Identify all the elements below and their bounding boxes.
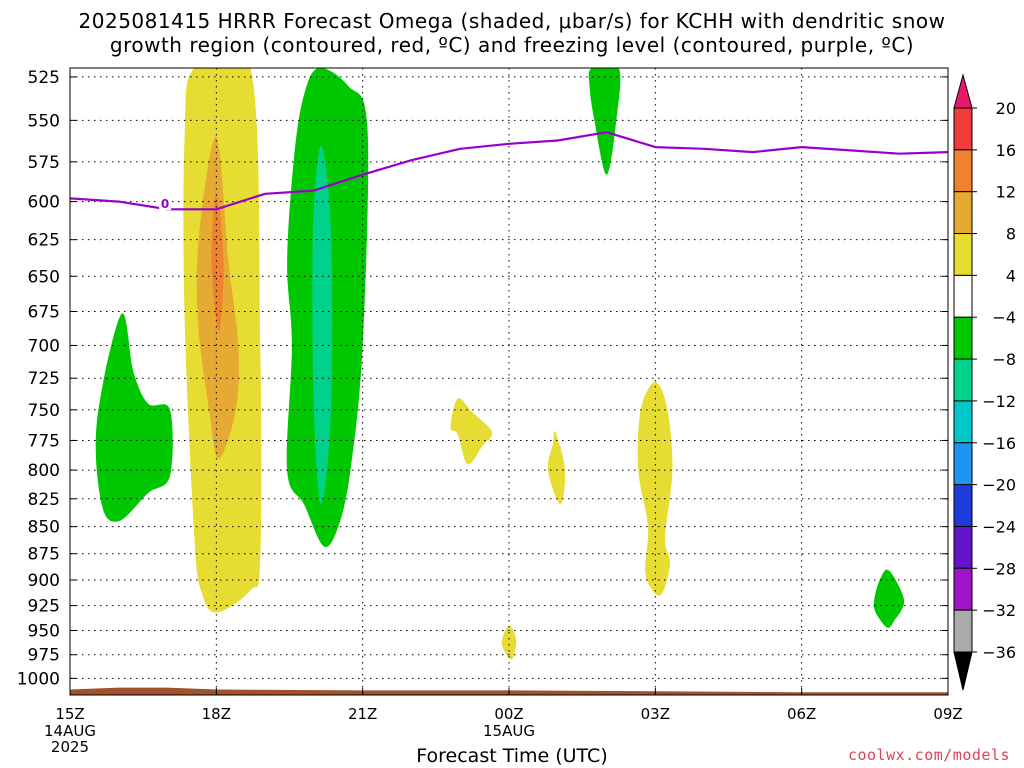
freezing-level-label: 0 [161,197,169,211]
x-tick-label-09Z: 09Z [933,705,962,723]
omega-region-2 [211,193,224,332]
colorbar-label-1: 16 [996,141,1016,160]
colorbar-label-5: −4 [992,308,1016,327]
colorbar-segment-11 [953,525,973,569]
y-tick-label-675: 675 [28,302,60,322]
colorbar-segment-1 [953,107,973,151]
y-tick-label-875: 875 [28,545,60,565]
omega-region-6 [588,68,621,175]
colorbar-label-2: 12 [996,183,1016,202]
omega-region-4 [312,145,333,505]
colorbar-segment-8 [953,400,973,444]
grid-layer [70,68,948,695]
x-tick-label-21Z: 21Z [348,705,377,723]
colorbar-top-arrow [953,73,973,109]
x-tick-sublabel-15AUG: 15AUG [483,722,535,740]
y-tick-label-775: 775 [28,431,60,451]
y-tick-label-700: 700 [28,336,60,356]
omega-region-8 [450,398,493,465]
colorbar-label-6: −8 [992,350,1016,369]
x-axis-label: Forecast Time (UTC) [416,745,608,767]
contour-layer: 0 [70,131,948,211]
colorbar-segment-12 [953,567,973,611]
title-line-1: 2025081415 HRRR Forecast Omega (shaded, … [78,9,946,33]
y-tick-label-725: 725 [28,369,60,389]
y-tick-label-525: 525 [28,68,60,88]
y-tick-label-850: 850 [28,518,60,538]
x-tick-label-18Z: 18Z [202,705,231,723]
colorbar-label-11: −28 [982,559,1016,578]
y-tick-label-750: 750 [28,401,60,421]
y-tick-label-650: 650 [28,267,60,287]
y-tick-label-950: 950 [28,621,60,641]
freezing-level-label-bg [159,195,172,211]
colorbar-label-4: 4 [1006,266,1016,285]
x-tick-sublabel-2025: 2025 [51,738,89,756]
y-axis: 525 550 575 600 625 650 675 700 725 750 775 800 825 8… [17,68,948,689]
y-tick-label-825: 825 [28,490,60,510]
omega-shading-layer [70,68,948,695]
y-tick-label-900: 900 [28,571,60,591]
x-tick-label-00Z: 00Z [494,705,523,723]
y-tick-label-600: 600 [28,193,60,213]
colorbar-segment-5 [953,274,973,318]
omega-region-5 [95,313,173,522]
y-tick-label-625: 625 [28,231,60,251]
colorbar: 20 16 12 8 4 −4 −8 −12 −16 −20 −24 −28 −32 −36 [953,73,1016,691]
omega-region-9 [501,625,517,660]
colorbar-label-7: −12 [982,392,1016,411]
colorbar-label-10: −24 [982,517,1016,536]
colorbar-segment-7 [953,358,973,402]
credit-link[interactable]: coolwx.com/models [847,746,1010,764]
x-tick-label-06Z: 06Z [787,705,816,723]
colorbar-segment-9 [953,442,973,486]
colorbar-label-9: −20 [982,476,1016,495]
colorbar-label-3: 8 [1006,225,1016,244]
colorbar-segment-3 [953,191,973,235]
y-tick-label-800: 800 [28,461,60,481]
colorbar-segment-4 [953,233,973,276]
y-tick-label-575: 575 [28,153,60,173]
y-tick-label-975: 975 [28,646,60,666]
y-tick-label-550: 550 [28,111,60,131]
title-line-2: growth region (contoured, red, ºC) and f… [109,33,915,57]
y-tick-label-925: 925 [28,597,60,617]
omega-region-7 [873,569,905,628]
colorbar-segment-10 [953,484,973,527]
x-tick-label-03Z: 03Z [641,705,670,723]
colorbar-segment-6 [953,316,973,360]
colorbar-label-13: −36 [982,643,1016,662]
x-tick-sublabel-14AUG: 14AUG [44,722,96,740]
x-tick-label-15Z: 15Z [55,705,84,723]
omega-region-10 [547,430,566,505]
colorbar-segment-13 [953,609,973,653]
y-tick-label-1000: 1000 [17,669,60,689]
colorbar-label-12: −32 [982,601,1016,620]
colorbar-segment-2 [953,149,973,193]
colorbar-bottom-arrow [953,651,973,691]
freezing-level-line [70,131,948,211]
colorbar-label-0: 20 [996,99,1016,118]
colorbar-label-8: −16 [982,434,1016,453]
